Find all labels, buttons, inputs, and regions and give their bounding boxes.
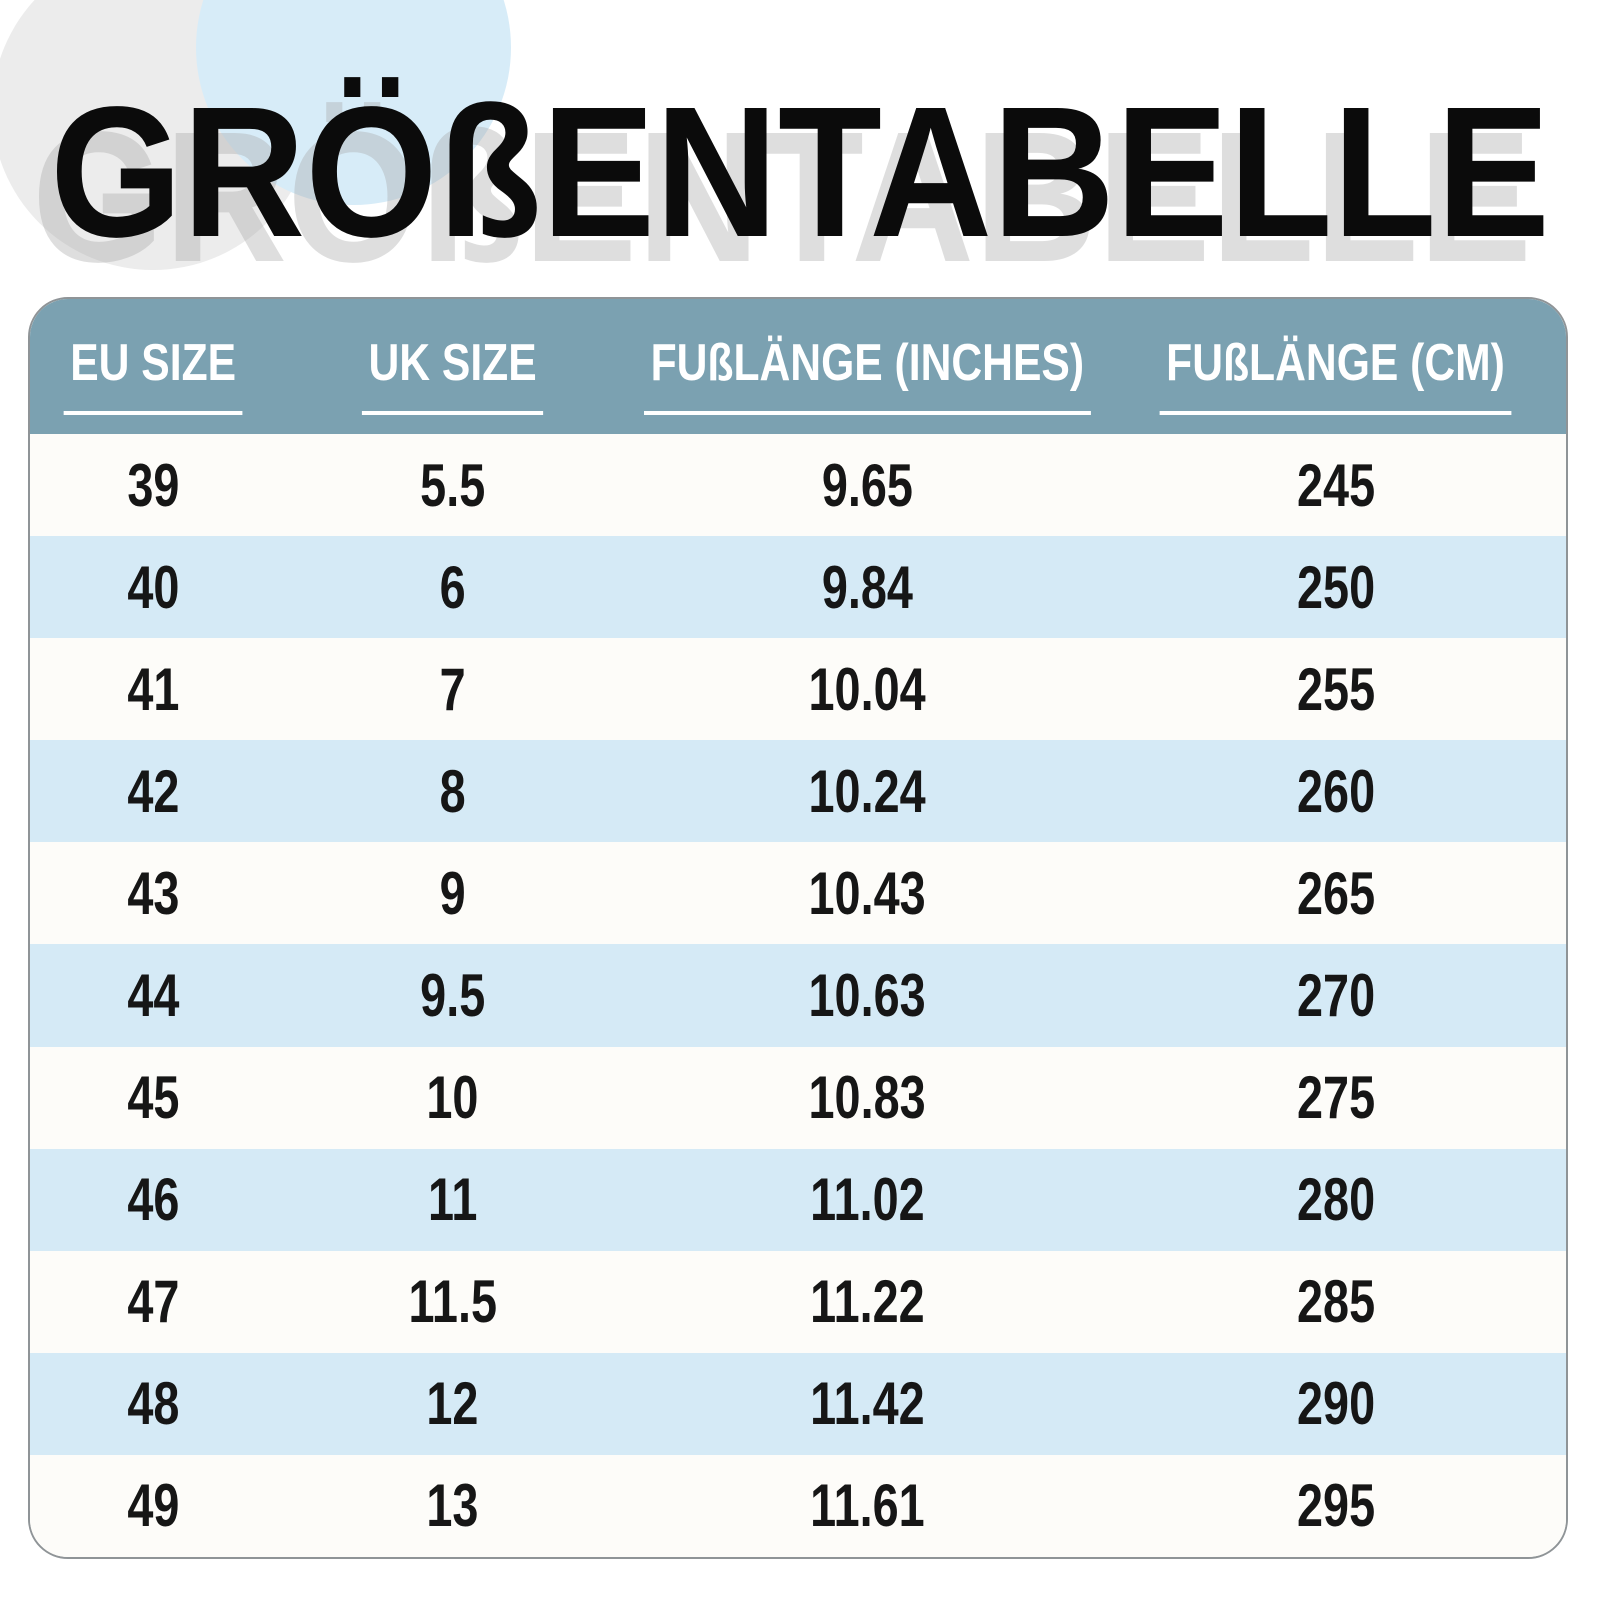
column-header-foot-length-cm: FUßLÄNGE (CM)	[1105, 299, 1566, 434]
cell-uk-size: 10	[426, 1064, 479, 1132]
cell-eu-size: 40	[126, 553, 179, 621]
column-header-foot-length-inches-label: FUßLÄNGE (INCHES)	[643, 333, 1091, 415]
cell-foot-length-inches: 9.65	[821, 451, 913, 519]
cell-uk-size: 9	[439, 859, 466, 927]
cell-foot-length-inches: 11.61	[809, 1472, 925, 1540]
table-row: 48 12 11.42 290	[30, 1352, 1566, 1455]
cell-foot-length-inches: 11.42	[809, 1370, 925, 1438]
cell-eu-size: 48	[126, 1370, 179, 1438]
cell-eu-size: 39	[126, 451, 179, 519]
table-row: 45 10 10.83 275	[30, 1046, 1566, 1149]
cell-foot-length-cm: 275	[1296, 1064, 1375, 1132]
cell-foot-length-inches: 11.22	[809, 1268, 925, 1336]
table-row: 46 11 11.02 280	[30, 1148, 1566, 1251]
cell-foot-length-cm: 265	[1296, 859, 1375, 927]
cell-uk-size: 12	[426, 1370, 479, 1438]
column-header-foot-length-cm-label: FUßLÄNGE (CM)	[1159, 333, 1512, 415]
cell-foot-length-cm: 285	[1296, 1268, 1375, 1336]
table-row: 42 8 10.24 260	[30, 740, 1566, 843]
title-graphic: GRÖßENTABELLE GRÖßENTABELLE	[32, 69, 1550, 301]
column-header-uk-size-label: UK SIZE	[361, 333, 544, 415]
table-row: 44 9.5 10.63 270	[30, 944, 1566, 1047]
cell-eu-size: 49	[126, 1472, 179, 1540]
cell-uk-size: 8	[439, 757, 466, 825]
table-row: 40 6 9.84 250	[30, 536, 1566, 639]
cell-foot-length-inches: 9.84	[821, 553, 913, 621]
cell-eu-size: 47	[126, 1268, 179, 1336]
cell-eu-size: 46	[126, 1166, 179, 1234]
cell-foot-length-cm: 250	[1296, 553, 1375, 621]
cell-uk-size: 9.5	[419, 962, 485, 1030]
size-table: EU SIZE UK SIZE FUßLÄNGE (INCHES) FUßLÄN…	[28, 297, 1568, 1559]
cell-foot-length-cm: 260	[1296, 757, 1375, 825]
table-row: 39 5.5 9.65 245	[30, 434, 1566, 537]
cell-eu-size: 42	[126, 757, 179, 825]
cell-uk-size: 5.5	[419, 451, 485, 519]
cell-uk-size: 7	[439, 655, 466, 723]
column-header-eu-size-label: EU SIZE	[63, 333, 243, 415]
cell-eu-size: 45	[126, 1064, 179, 1132]
cell-foot-length-inches: 11.02	[809, 1166, 925, 1234]
cell-uk-size: 6	[439, 553, 466, 621]
cell-foot-length-cm: 290	[1296, 1370, 1375, 1438]
cell-foot-length-inches: 10.83	[808, 1064, 926, 1132]
column-header-eu-size: EU SIZE	[30, 299, 276, 434]
cell-uk-size: 13	[426, 1472, 479, 1540]
cell-foot-length-inches: 10.24	[808, 757, 926, 825]
cell-foot-length-cm: 270	[1296, 962, 1375, 1030]
cell-foot-length-cm: 255	[1296, 655, 1375, 723]
table-body: 39 5.5 9.65 245 40 6 9.84 250 41 7 10.04…	[30, 434, 1566, 1557]
cell-uk-size: 11	[427, 1166, 478, 1234]
cell-foot-length-inches: 10.04	[808, 655, 926, 723]
table-row: 49 13 11.61 295	[30, 1454, 1566, 1557]
cell-eu-size: 43	[126, 859, 179, 927]
cell-eu-size: 44	[126, 962, 179, 1030]
page-title: GRÖßENTABELLE	[50, 69, 1550, 276]
cell-eu-size: 41	[126, 655, 179, 723]
column-header-uk-size: UK SIZE	[276, 299, 629, 434]
cell-uk-size: 11.5	[408, 1268, 497, 1336]
table-header-row: EU SIZE UK SIZE FUßLÄNGE (INCHES) FUßLÄN…	[30, 299, 1566, 434]
page-title-shadow: GRÖßENTABELLE	[32, 94, 1532, 301]
cell-foot-length-inches: 10.43	[808, 859, 926, 927]
column-header-foot-length-inches: FUßLÄNGE (INCHES)	[629, 299, 1105, 434]
cell-foot-length-inches: 10.63	[808, 962, 926, 1030]
table-row: 41 7 10.04 255	[30, 638, 1566, 741]
cell-foot-length-cm: 295	[1296, 1472, 1375, 1540]
table-row: 47 11.5 11.22 285	[30, 1250, 1566, 1353]
cell-foot-length-cm: 280	[1296, 1166, 1375, 1234]
table-row: 43 9 10.43 265	[30, 842, 1566, 945]
cell-foot-length-cm: 245	[1296, 451, 1375, 519]
